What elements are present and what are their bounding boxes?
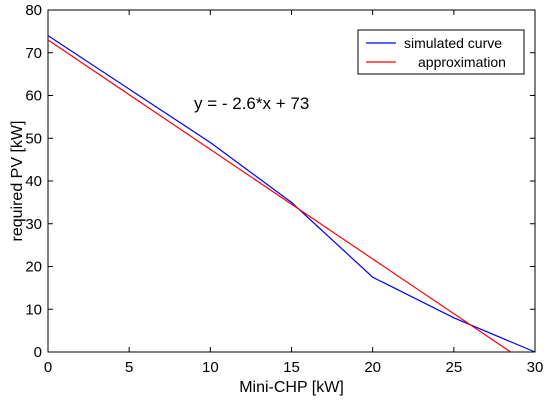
series-line-simulated-curve xyxy=(47,35,536,353)
y-tick-label: 40 xyxy=(25,173,42,190)
y-tick-label: 30 xyxy=(25,216,42,233)
x-axis-label: Mini-CHP [kW] xyxy=(239,379,344,396)
x-tick-label: 15 xyxy=(283,359,300,376)
x-tick-label: 0 xyxy=(44,359,52,376)
series-layer xyxy=(47,35,536,353)
legend-label-approximation: approximation xyxy=(418,54,506,70)
y-tick-label: 10 xyxy=(25,301,42,318)
y-axis-label: required PV [kW] xyxy=(9,121,26,242)
x-axis-ticks: 0 5 10 15 20 25 30 xyxy=(44,10,544,376)
legend-box xyxy=(357,29,525,75)
x-tick-label: 5 xyxy=(125,359,133,376)
legend-label-simulated-curve: simulated curve xyxy=(404,35,502,51)
series-line-approximation xyxy=(47,39,511,353)
y-axis-ticks: 0 10 20 30 40 50 60 70 80 xyxy=(25,2,535,361)
y-tick-label: 60 xyxy=(25,88,42,105)
x-tick-label: 30 xyxy=(527,359,544,376)
x-tick-label: 20 xyxy=(364,359,381,376)
x-tick-label: 25 xyxy=(445,359,462,376)
x-tick-label: 10 xyxy=(202,359,219,376)
y-tick-label: 70 xyxy=(25,45,42,62)
legend: simulated curve approximation xyxy=(357,29,525,75)
y-tick-label: 80 xyxy=(25,2,42,19)
y-tick-label: 0 xyxy=(34,344,42,361)
y-tick-label: 20 xyxy=(25,259,42,276)
equation-annotation: y = - 2.6*x + 73 xyxy=(194,94,309,113)
y-tick-label: 50 xyxy=(25,130,42,147)
